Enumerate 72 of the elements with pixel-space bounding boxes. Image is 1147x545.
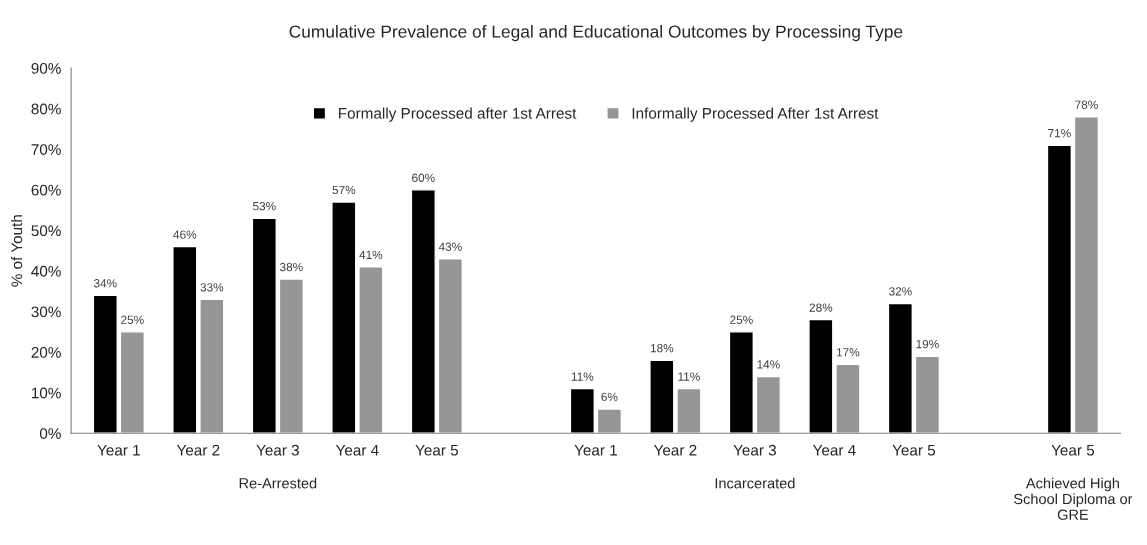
data-label: 41%: [359, 250, 383, 259]
y-tick-label: 80%: [31, 103, 61, 115]
bar: [358, 266, 384, 434]
bar: [835, 363, 861, 434]
data-label: 18%: [650, 344, 674, 353]
y-tick-label: 40%: [31, 265, 61, 277]
legend-label: Formally Processed after 1st Arrest: [339, 107, 577, 122]
y-tick-label: 50%: [31, 225, 61, 237]
y-axis-title: % of Youth: [11, 215, 23, 287]
data-label: 43%: [438, 242, 462, 251]
y-tick-label: 90%: [31, 62, 61, 74]
data-label: 71%: [1048, 129, 1071, 138]
data-label: 57%: [332, 185, 356, 195]
bar: [278, 278, 304, 434]
text: Incarcerated: [715, 477, 795, 489]
legend-label: Informally Processed After 1st Arrest: [632, 107, 879, 122]
bar: [808, 318, 834, 434]
x-tick-label: Year 2: [653, 444, 697, 456]
x-tick-label: Year 3: [256, 444, 299, 456]
bar: [1073, 116, 1100, 434]
x-tick-label: Year 3: [733, 444, 777, 456]
bar: [199, 298, 225, 434]
data-label: 38%: [279, 262, 303, 272]
x-tick-label: Year 2: [176, 444, 220, 456]
bar: [569, 387, 595, 434]
data-label: 32%: [889, 287, 912, 296]
bar: [92, 294, 118, 434]
bar: [251, 217, 277, 434]
x-tick-label: Year 1: [574, 444, 617, 456]
y-tick-label: 0%: [39, 428, 61, 439]
data-label: 25%: [730, 315, 753, 324]
x-tick-label: Year 5: [415, 444, 459, 456]
bar: [676, 387, 702, 434]
y-tick-label: 60%: [31, 184, 61, 196]
bar: [437, 258, 463, 434]
bar: [728, 331, 754, 434]
x-tick-label: Year 5: [892, 444, 936, 456]
chart-title: Cumulative Prevalence of Legal and Educational Outcomes by Processing Type: [289, 24, 903, 42]
data-label: 53%: [252, 201, 276, 211]
data-label: 34%: [93, 279, 117, 288]
data-label: 11%: [571, 372, 594, 381]
bar: [887, 302, 914, 434]
text: Re-Arrested: [239, 477, 317, 489]
y-tick-label: 30%: [31, 306, 61, 318]
bar: [172, 245, 198, 434]
y-tick-label: 10%: [31, 387, 61, 399]
data-label: 78%: [1075, 100, 1098, 109]
data-label: 28%: [809, 303, 833, 312]
bar: [914, 355, 941, 434]
bar: [755, 375, 782, 434]
bar: [331, 201, 357, 434]
x-tick-label: Year 4: [335, 444, 379, 456]
bar: [1046, 144, 1073, 434]
data-label: 60%: [412, 173, 435, 182]
y-tick-label: 20%: [31, 347, 61, 358]
data-label: 19%: [916, 339, 939, 349]
bar: [649, 359, 675, 434]
x-tick-label: Year 5: [1051, 444, 1095, 456]
x-tick-label: Year 4: [812, 444, 856, 456]
data-label: 6%: [601, 392, 618, 402]
y-tick-label: 70%: [31, 144, 61, 155]
x-tick-label: Year 1: [97, 444, 140, 456]
bar: [119, 331, 145, 434]
data-label: 17%: [836, 348, 860, 357]
data-label: 46%: [173, 230, 197, 239]
data-label: 33%: [200, 283, 224, 292]
data-label: 14%: [757, 360, 780, 369]
data-label: 11%: [678, 372, 700, 381]
data-label: 25%: [121, 315, 144, 324]
bar: [410, 189, 436, 434]
bar: [596, 408, 623, 434]
text: Achieved High School Diploma or GRE: [1014, 477, 1133, 520]
